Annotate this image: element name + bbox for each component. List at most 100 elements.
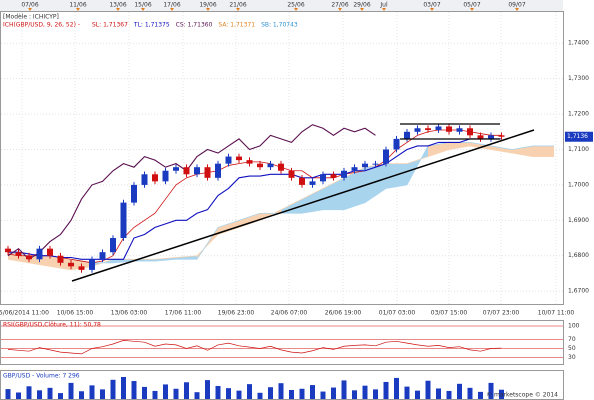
candle-body bbox=[309, 181, 316, 185]
candle-body bbox=[393, 138, 400, 150]
volume-bar bbox=[467, 387, 473, 399]
volume-bar bbox=[478, 391, 483, 399]
candle-body bbox=[141, 174, 148, 185]
volume-bar bbox=[247, 384, 252, 399]
volume-bar bbox=[173, 388, 179, 399]
candle-body bbox=[467, 128, 473, 136]
candle-body bbox=[57, 255, 64, 263]
top-date-label: Jul bbox=[379, 2, 388, 9]
y-tick-label: 1,7200 bbox=[568, 111, 589, 118]
volume-bar bbox=[320, 391, 326, 399]
cloud-segment bbox=[239, 213, 260, 228]
candle-body bbox=[78, 266, 85, 270]
top-date-label: 07/06 bbox=[21, 2, 38, 9]
candle-body bbox=[173, 167, 179, 171]
volume-bar bbox=[446, 390, 452, 399]
candle-body bbox=[120, 202, 127, 239]
top-date-label: 27/06 bbox=[331, 2, 348, 9]
volume-bar bbox=[163, 384, 168, 399]
candle-body bbox=[456, 128, 463, 132]
volume-bar bbox=[394, 377, 399, 399]
candle-body bbox=[404, 131, 410, 139]
indicator-label: ICH(GBP/USD, 9, 26, 52) - bbox=[3, 22, 80, 29]
date-marker bbox=[515, 8, 519, 11]
cloud-segment bbox=[386, 163, 407, 189]
rsi-line bbox=[7, 340, 502, 355]
legend-entry: TL: 1,71375 bbox=[133, 22, 170, 29]
rsi-tick-label: 50 bbox=[568, 345, 576, 352]
rsi-panel bbox=[0, 320, 564, 365]
legend-entry: SA: 1,71371 bbox=[218, 22, 255, 29]
top-date-label: 11/06 bbox=[69, 2, 86, 9]
y-tick-label: 1,7000 bbox=[568, 181, 589, 188]
candle-body bbox=[498, 135, 505, 137]
volume-bar bbox=[79, 391, 84, 399]
top-date-label: 19/06 bbox=[199, 2, 216, 9]
cloud-segment bbox=[428, 142, 449, 157]
main-panel bbox=[0, 11, 564, 305]
candle-body bbox=[414, 128, 421, 132]
candle-body bbox=[68, 262, 74, 267]
top-date-label: 29/06 bbox=[353, 2, 370, 9]
y-tick-label: 1,6700 bbox=[568, 288, 589, 295]
candle-body bbox=[99, 252, 106, 260]
cloud-segment bbox=[176, 255, 197, 260]
x-tick-label: 10/07 11:00 bbox=[538, 310, 575, 317]
date-marker bbox=[294, 8, 298, 11]
date-marker bbox=[338, 8, 342, 11]
legend-entry: SL: 1,71367 bbox=[92, 22, 128, 29]
volume-bar bbox=[152, 390, 158, 399]
volume-bar bbox=[310, 385, 315, 399]
volume-bar bbox=[110, 379, 116, 399]
cloud-segment bbox=[281, 199, 302, 214]
volume-bar bbox=[352, 390, 357, 399]
volume-bar bbox=[341, 380, 347, 399]
volume-bar bbox=[362, 385, 368, 399]
date-marker bbox=[76, 8, 80, 11]
top-date-label: 03/07 bbox=[423, 2, 440, 9]
candle-body bbox=[47, 248, 53, 256]
cloud-segment bbox=[365, 163, 386, 203]
candle-body bbox=[257, 163, 263, 168]
date-marker bbox=[382, 8, 386, 11]
last-price-box bbox=[565, 131, 593, 142]
volume-bar bbox=[331, 387, 336, 399]
volume-bar bbox=[425, 380, 431, 399]
x-tick-label: 26/06 19:00 bbox=[325, 310, 362, 317]
y-tick-label: 1,6900 bbox=[568, 217, 589, 224]
volume-bar bbox=[488, 382, 494, 399]
chikou-line bbox=[7, 124, 376, 260]
rsi-tick-label: 100 bbox=[568, 323, 580, 330]
volume-bar bbox=[383, 381, 389, 399]
volume-bar bbox=[257, 392, 263, 399]
top-date-label: 25/06 bbox=[287, 2, 304, 9]
date-marker bbox=[236, 8, 240, 11]
top-date-label: 05/07 bbox=[463, 2, 480, 9]
model-label: [Modèle : ICHICYP] bbox=[3, 14, 59, 21]
legend-entry: CS: 1,71360 bbox=[176, 22, 213, 29]
candle-body bbox=[5, 248, 11, 253]
candles bbox=[5, 123, 505, 399]
candle-body bbox=[152, 174, 158, 182]
candle-body bbox=[435, 126, 442, 131]
candle-body bbox=[320, 174, 326, 182]
candle-body bbox=[236, 156, 242, 161]
candle-body bbox=[131, 184, 137, 203]
volume-bar bbox=[142, 386, 147, 399]
rsi-tick-label: 70 bbox=[568, 336, 576, 343]
x-tick-label: 03/07 15:00 bbox=[431, 310, 468, 317]
volume-bar bbox=[37, 390, 42, 399]
span_a-line bbox=[7, 145, 554, 271]
grid bbox=[1, 8, 563, 358]
candle-body bbox=[278, 163, 284, 171]
volume-bar bbox=[26, 386, 32, 399]
candle-body bbox=[36, 248, 43, 260]
volume-bar bbox=[268, 387, 273, 399]
top-date-label: 21/06 bbox=[229, 2, 246, 9]
cloud-segment bbox=[113, 259, 134, 263]
volume-bar bbox=[100, 389, 105, 399]
candle-body bbox=[215, 163, 221, 178]
